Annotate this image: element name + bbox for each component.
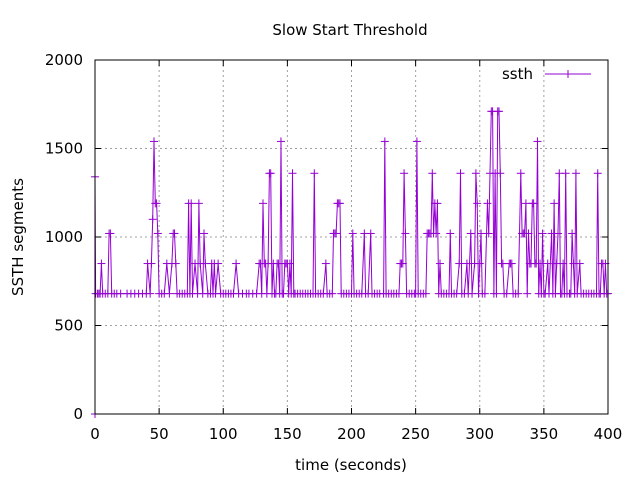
data-point bbox=[321, 259, 330, 268]
data-point bbox=[466, 229, 475, 238]
y-axis-title: SSTH segments bbox=[9, 178, 27, 296]
data-point bbox=[462, 259, 471, 268]
data-point bbox=[232, 259, 241, 268]
data-point bbox=[494, 107, 503, 116]
data-point bbox=[536, 259, 545, 268]
data-point bbox=[398, 259, 407, 268]
data-point bbox=[328, 289, 337, 298]
data-point bbox=[575, 259, 584, 268]
data-point bbox=[194, 199, 203, 208]
data-point bbox=[492, 289, 501, 298]
data-point bbox=[259, 199, 268, 208]
data-point bbox=[266, 169, 275, 178]
data-point bbox=[516, 169, 525, 178]
data-point bbox=[412, 137, 421, 146]
legend-label-ssth: ssth bbox=[502, 65, 533, 83]
x-tick-label: 150 bbox=[273, 425, 302, 443]
data-point bbox=[276, 137, 285, 146]
x-axis-title: time (seconds) bbox=[295, 456, 407, 474]
data-point bbox=[148, 215, 157, 224]
axis-ticks: 0 50 100 150 200 250 300 350 400 0 500 1000 1500 2000 bbox=[45, 51, 623, 443]
data-point bbox=[288, 169, 297, 178]
data-point bbox=[514, 289, 523, 298]
data-point bbox=[568, 229, 577, 238]
data-point bbox=[571, 169, 580, 178]
data-point bbox=[473, 199, 482, 208]
data-point bbox=[332, 229, 341, 238]
data-point bbox=[400, 169, 409, 178]
data-point bbox=[366, 229, 375, 238]
data-point bbox=[200, 229, 209, 238]
legend: ssth bbox=[502, 65, 591, 83]
data-point bbox=[428, 169, 437, 178]
y-tick-label: 500 bbox=[54, 317, 83, 335]
x-tick-label: 100 bbox=[209, 425, 238, 443]
y-tick-label: 0 bbox=[73, 405, 83, 423]
data-point bbox=[380, 137, 389, 146]
x-tick-label: 200 bbox=[337, 425, 366, 443]
data-point bbox=[456, 169, 465, 178]
data-point bbox=[524, 229, 533, 238]
data-point bbox=[335, 199, 344, 208]
data-point bbox=[455, 259, 464, 268]
data-point bbox=[153, 229, 162, 238]
x-tick-label: 0 bbox=[90, 425, 100, 443]
data-point bbox=[529, 199, 538, 208]
data-point bbox=[146, 289, 155, 298]
data-point bbox=[550, 199, 559, 208]
data-point bbox=[593, 169, 602, 178]
data-point bbox=[480, 289, 489, 298]
data-point bbox=[475, 259, 484, 268]
data-point bbox=[432, 229, 441, 238]
x-tick-label: 400 bbox=[594, 425, 623, 443]
data-point bbox=[446, 229, 455, 238]
data-point bbox=[187, 199, 196, 208]
y-tick-label: 1500 bbox=[45, 140, 83, 158]
data-point bbox=[553, 229, 562, 238]
data-point bbox=[435, 259, 444, 268]
data-point bbox=[496, 169, 505, 178]
x-tick-label: 250 bbox=[401, 425, 430, 443]
data-point bbox=[484, 229, 493, 238]
data-point bbox=[394, 289, 403, 298]
data-point bbox=[310, 169, 319, 178]
data-point bbox=[533, 137, 542, 146]
data-point bbox=[433, 199, 442, 208]
data-point bbox=[147, 259, 156, 268]
x-tick-label: 50 bbox=[150, 425, 169, 443]
data-point bbox=[401, 229, 410, 238]
data-point bbox=[471, 169, 480, 178]
y-tick-label: 1000 bbox=[45, 228, 83, 246]
data-point bbox=[523, 289, 532, 298]
data-point bbox=[97, 259, 106, 268]
x-tick-label: 300 bbox=[465, 425, 494, 443]
data-point bbox=[538, 229, 547, 238]
data-point bbox=[170, 229, 179, 238]
data-point bbox=[483, 199, 492, 208]
data-point bbox=[165, 289, 174, 298]
data-point bbox=[171, 259, 180, 268]
data-point bbox=[152, 199, 161, 208]
data-point bbox=[507, 259, 516, 268]
data-point bbox=[559, 259, 568, 268]
data-point bbox=[149, 137, 158, 146]
data-point bbox=[561, 169, 570, 178]
data-point bbox=[543, 259, 552, 268]
grid bbox=[95, 60, 608, 414]
y-tick-label: 2000 bbox=[45, 51, 83, 69]
chart-title: Slow Start Threshold bbox=[272, 21, 427, 39]
data-point bbox=[348, 229, 357, 238]
series-ssth bbox=[91, 107, 612, 418]
data-point bbox=[106, 229, 115, 238]
x-tick-label: 350 bbox=[530, 425, 559, 443]
data-point bbox=[214, 259, 223, 268]
data-point bbox=[477, 229, 486, 238]
data-point bbox=[285, 259, 294, 268]
data-point bbox=[421, 289, 430, 298]
